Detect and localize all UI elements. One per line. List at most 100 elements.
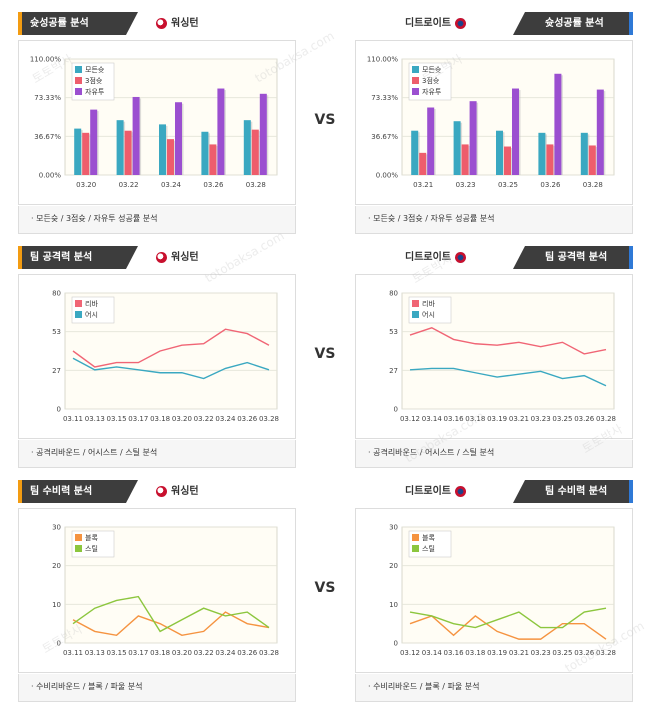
y-tick-label: 0 bbox=[394, 640, 398, 648]
bar bbox=[167, 139, 174, 175]
x-tick-label: 03.15 bbox=[107, 649, 127, 657]
x-tick-label: 03.21 bbox=[509, 649, 529, 657]
x-tick-label: 03.25 bbox=[498, 181, 518, 189]
x-tick-label: 03.17 bbox=[128, 649, 148, 657]
panel-footer: · 수비리바운드 / 블록 / 파울 분석 bbox=[355, 674, 633, 702]
legend-swatch bbox=[75, 311, 82, 318]
x-tick-label: 03.22 bbox=[194, 649, 214, 657]
x-tick-label: 03.14 bbox=[422, 649, 443, 657]
x-tick-label: 03.26 bbox=[237, 649, 258, 657]
x-tick-label: 03.11 bbox=[63, 415, 83, 423]
y-tick-label: 30 bbox=[52, 524, 61, 532]
bar bbox=[90, 109, 98, 175]
chart-box: 0.00% 36.67% 73.33% 110.00% 03.21 03.23 03.25 0… bbox=[355, 40, 633, 205]
series-line bbox=[409, 327, 607, 355]
legend-label: 리바 bbox=[422, 299, 435, 308]
x-tick-label: 03.25 bbox=[552, 415, 572, 423]
x-tick-label: 03.24 bbox=[215, 649, 236, 657]
x-tick-label: 03.12 bbox=[400, 415, 420, 423]
x-tick-label: 03.11 bbox=[63, 649, 83, 657]
team-label: 워싱턴 bbox=[171, 252, 199, 263]
x-tick-label: 03.26 bbox=[237, 415, 258, 423]
bar bbox=[596, 89, 604, 175]
x-tick-label: 03.22 bbox=[119, 181, 139, 189]
legend-label: 어시 bbox=[85, 310, 98, 319]
panel-footer: · 모든슛 / 3점슛 / 자유투 성공률 분석 bbox=[355, 206, 633, 234]
pistons-logo-icon bbox=[455, 486, 466, 497]
series-line bbox=[72, 595, 270, 633]
team-name: 디트로이트 bbox=[405, 480, 466, 503]
header-accent bbox=[18, 12, 22, 35]
y-tick-label: 0 bbox=[394, 406, 398, 414]
panel-footer: · 모든슛 / 3점슛 / 자유투 성공률 분석 bbox=[18, 206, 296, 234]
header-accent bbox=[629, 246, 633, 269]
legend-swatch bbox=[412, 66, 419, 73]
team-label: 워싱턴 bbox=[171, 486, 199, 497]
shooting-panel-left: 슛성공률 분석 워싱턴 0.00% 36.67% 73.33% 110.00% 03.2… bbox=[18, 12, 296, 234]
y-tick-label: 0 bbox=[57, 406, 61, 414]
legend-swatch bbox=[75, 88, 82, 95]
y-tick-label: 20 bbox=[389, 562, 398, 570]
bar bbox=[259, 93, 267, 175]
x-tick-label: 03.23 bbox=[531, 649, 551, 657]
legend-swatch bbox=[412, 311, 419, 318]
legend-label: 자유투 bbox=[422, 87, 442, 96]
series-line bbox=[409, 367, 607, 387]
header-accent bbox=[18, 480, 22, 503]
x-tick-label: 03.23 bbox=[531, 415, 551, 423]
y-tick-label: 27 bbox=[389, 367, 398, 375]
x-tick-label: 03.19 bbox=[487, 415, 507, 423]
bar bbox=[411, 130, 419, 175]
footer-text: 공격리바운드 / 어시스트 / 스틸 분석 bbox=[373, 448, 495, 457]
team-name: 디트로이트 bbox=[405, 12, 466, 35]
bar bbox=[469, 101, 477, 175]
x-tick-label: 03.28 bbox=[259, 649, 279, 657]
legend-swatch bbox=[75, 534, 82, 541]
x-tick-label: 03.16 bbox=[444, 415, 465, 423]
header-accent bbox=[629, 480, 633, 503]
bar bbox=[175, 102, 182, 175]
y-tick-label: 80 bbox=[52, 290, 61, 298]
y-tick-label: 10 bbox=[389, 601, 398, 609]
x-tick-label: 03.16 bbox=[444, 649, 465, 657]
x-tick-label: 03.20 bbox=[172, 649, 192, 657]
bar bbox=[588, 145, 596, 175]
offense-panel-right: 디트로이트 팀 공격력 분석 0 27 53 80 03.12 03.14 03.16 03.… bbox=[355, 246, 633, 468]
footer-text: 공격리바운드 / 어시스트 / 스틸 분석 bbox=[36, 448, 158, 457]
series-line bbox=[409, 607, 607, 629]
vs-label: VS bbox=[314, 346, 336, 362]
x-tick-label: 03.14 bbox=[422, 415, 443, 423]
panel-header: 디트로이트 팀 수비력 분석 bbox=[355, 480, 633, 503]
legend-label: 어시 bbox=[422, 310, 435, 319]
team-label: 디트로이트 bbox=[405, 18, 451, 29]
bar bbox=[554, 73, 562, 175]
legend-label: 블록 bbox=[85, 533, 98, 542]
y-tick-label: 0.00% bbox=[376, 172, 399, 180]
y-tick-label: 20 bbox=[52, 562, 61, 570]
legend-label: 자유투 bbox=[85, 87, 105, 96]
chart-box: 0 10 20 30 03.12 03.14 03.16 03.18 03.19 03.21 03.… bbox=[355, 508, 633, 673]
y-tick-label: 73.33% bbox=[34, 94, 61, 102]
team-label: 디트로이트 bbox=[405, 252, 451, 263]
x-tick-label: 03.23 bbox=[456, 181, 476, 189]
y-tick-label: 36.67% bbox=[371, 133, 398, 141]
vs-label: VS bbox=[314, 580, 336, 596]
x-tick-label: 03.20 bbox=[76, 181, 96, 189]
legend-label: 블록 bbox=[422, 533, 435, 542]
bar bbox=[419, 152, 427, 175]
panel-title: 팀 수비력 분석 bbox=[513, 480, 633, 503]
chart-box: 0 27 53 80 03.11 03.13 03.15 03.17 03.18 03.20 03.… bbox=[18, 274, 296, 439]
x-tick-label: 03.19 bbox=[487, 649, 507, 657]
wizards-logo-icon bbox=[156, 486, 167, 497]
bar bbox=[461, 144, 469, 175]
legend-label: 스틸 bbox=[85, 545, 98, 553]
x-tick-label: 03.12 bbox=[400, 649, 420, 657]
x-tick-label: 03.18 bbox=[150, 649, 170, 657]
x-tick-label: 03.28 bbox=[596, 415, 616, 423]
series-line bbox=[409, 615, 607, 640]
panel-title: 팀 공격력 분석 bbox=[513, 246, 633, 269]
header-accent bbox=[629, 12, 633, 35]
x-tick-label: 03.17 bbox=[128, 415, 148, 423]
